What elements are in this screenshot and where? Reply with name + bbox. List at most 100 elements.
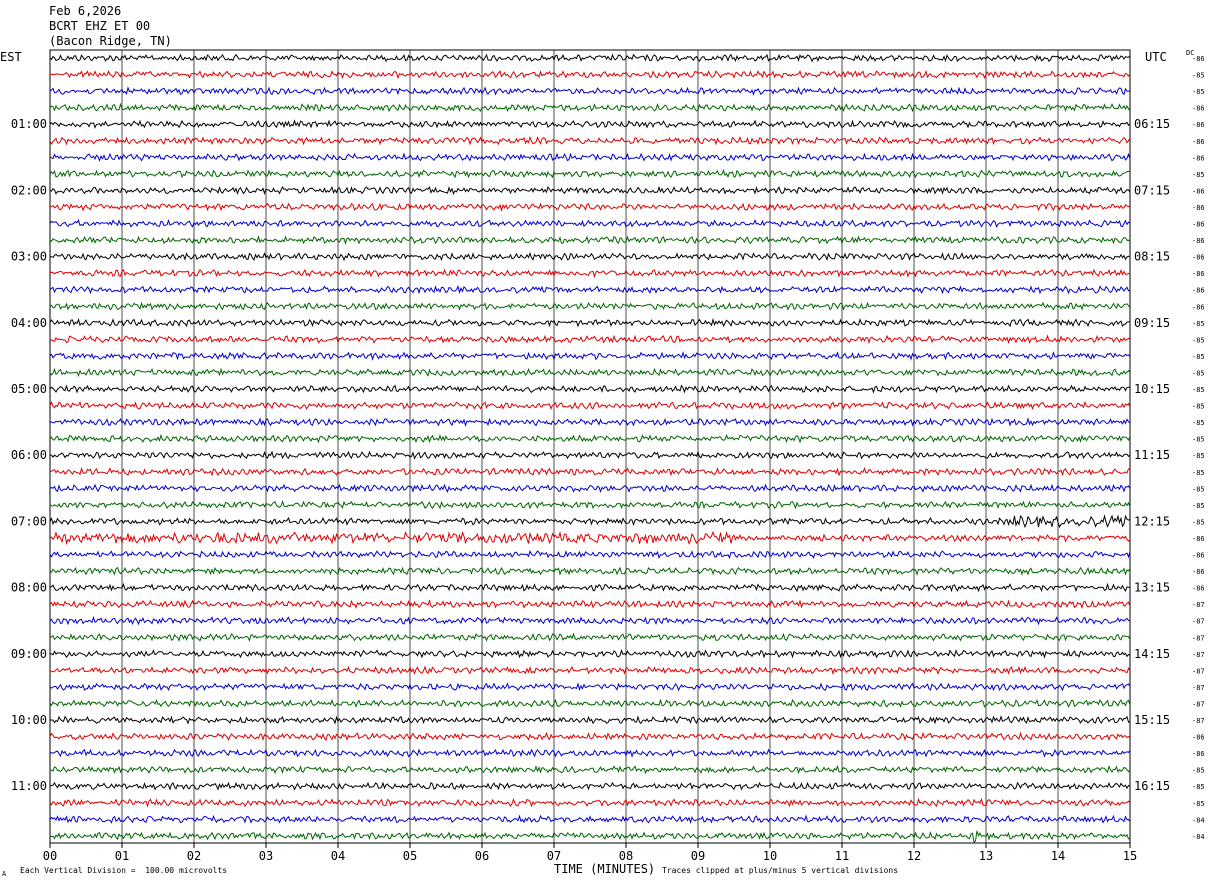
x-tick-label: 12: [907, 849, 921, 863]
trace-row: [49, 350, 1131, 361]
dc-offset-label: -86: [1192, 187, 1205, 195]
utc-hour-label: 11:15: [1134, 448, 1170, 462]
est-hour-label: 04:00: [11, 316, 47, 330]
dc-offset-label: -85: [1192, 518, 1205, 526]
est-hour-label: 02:00: [11, 183, 47, 197]
trace-row: [49, 665, 1131, 676]
dc-offset-label: -86: [1192, 254, 1205, 262]
trace-row: [49, 69, 1131, 80]
scale-note: Each Vertical Division = 100.00 microvol…: [20, 866, 228, 875]
x-tick-label: 00: [43, 849, 57, 863]
dc-offset-label: -85: [1192, 320, 1205, 328]
trace-row: [49, 682, 1131, 692]
est-hour-label: 11:00: [11, 779, 47, 793]
trace-row: [49, 317, 1131, 328]
dc-offset-label: -86: [1192, 585, 1205, 593]
dc-offset-label: -85: [1192, 419, 1205, 427]
trace-row: [49, 334, 1131, 345]
x-tick-label: 03: [259, 849, 273, 863]
dc-offset-label: -85: [1192, 171, 1205, 179]
dc-offset-label: -87: [1192, 651, 1205, 659]
trace-row: [49, 814, 1131, 824]
utc-hour-label: 08:15: [1134, 250, 1170, 264]
trace-row: [49, 169, 1131, 179]
dc-offset-label: -85: [1192, 386, 1205, 394]
trace-row: [49, 466, 1131, 477]
x-tick-label: 01: [115, 849, 129, 863]
dc-offset-label: -84: [1192, 816, 1205, 824]
est-hour-label: 07:00: [11, 514, 47, 528]
trace-row: [49, 632, 1131, 642]
trace-row: [49, 285, 1131, 295]
dc-offset-label: -85: [1192, 502, 1205, 510]
trace-row: [49, 530, 1131, 546]
dc-offset-label: -85: [1192, 72, 1205, 80]
dc-offset-label: -87: [1192, 684, 1205, 692]
trace-row: [49, 234, 1131, 245]
x-axis-title: TIME (MINUTES): [554, 862, 656, 876]
utc-hour-label: 06:15: [1134, 117, 1170, 131]
trace-row: [49, 119, 1131, 129]
x-tick-label: 08: [619, 849, 633, 863]
x-tick-label: 05: [403, 849, 417, 863]
utc-hour-label: 14:15: [1134, 647, 1170, 661]
trace-row: [49, 53, 1131, 63]
trace-row: [49, 731, 1131, 742]
dc-offset-label: -85: [1192, 469, 1205, 477]
trace-row: [49, 202, 1131, 212]
dc-offset-label: -86: [1192, 568, 1205, 576]
dc-offset-label: -86: [1192, 154, 1205, 162]
clip-note: Traces clipped at plus/minus 5 vertical …: [662, 866, 899, 875]
x-tick-label: 11: [835, 849, 849, 863]
trace-row: [49, 615, 1131, 626]
station-location: (Bacon Ridge, TN): [49, 34, 172, 48]
trace-row: [49, 830, 1131, 844]
dc-offset-label: -85: [1192, 485, 1205, 493]
trace-row: [49, 384, 1130, 394]
dc-offset-label: -86: [1192, 121, 1205, 129]
est-zone-label: EST: [0, 50, 22, 64]
trace-row: [49, 301, 1131, 311]
dc-offset-label: -85: [1192, 452, 1205, 460]
utc-hour-label: 16:15: [1134, 779, 1170, 793]
trace-row: [49, 582, 1131, 593]
trace-row: [49, 566, 1131, 576]
dc-offset-label: -86: [1192, 535, 1205, 543]
dc-offset-label: -84: [1192, 833, 1205, 841]
trace-row: [49, 152, 1131, 162]
x-tick-label: 10: [763, 849, 777, 863]
dc-offset-label: -85: [1192, 369, 1205, 377]
trace-row: [49, 400, 1131, 411]
trace-row: [49, 499, 1131, 510]
utc-hour-label: 12:15: [1134, 514, 1170, 528]
trace-row: [49, 549, 1131, 560]
dc-offset-label: -87: [1192, 667, 1205, 675]
dc-offset-label: -86: [1192, 734, 1205, 742]
est-hour-label: 08:00: [11, 581, 47, 595]
dc-offset-label: -87: [1192, 700, 1205, 708]
trace-row: [49, 268, 1131, 279]
dc-offset-label: -85: [1192, 353, 1205, 361]
trace-row: [49, 218, 1131, 228]
trace-row: [49, 514, 1131, 529]
dc-offset-label: -86: [1192, 303, 1205, 311]
dc-offset-label: -86: [1192, 750, 1205, 758]
est-hour-label: 05:00: [11, 382, 47, 396]
trace-row: [49, 185, 1131, 196]
x-tick-label: 09: [691, 849, 705, 863]
dc-offset-label: -85: [1192, 767, 1205, 775]
x-tick-label: 02: [187, 849, 201, 863]
trace-row: [50, 450, 1131, 460]
trace-row: [49, 797, 1131, 808]
dc-offset-label: -86: [1192, 105, 1205, 113]
trace-row: [49, 764, 1131, 775]
est-hour-label: 03:00: [11, 250, 47, 264]
trace-row: [49, 483, 1131, 493]
x-tick-label: 04: [331, 849, 345, 863]
utc-hour-label: 15:15: [1134, 713, 1170, 727]
est-hour-label: 01:00: [11, 117, 47, 131]
trace-row: [49, 251, 1131, 262]
station-channel: BCRT EHZ ET 00: [49, 19, 151, 33]
dc-offset-label: -85: [1192, 800, 1205, 808]
trace-row: [49, 433, 1131, 444]
